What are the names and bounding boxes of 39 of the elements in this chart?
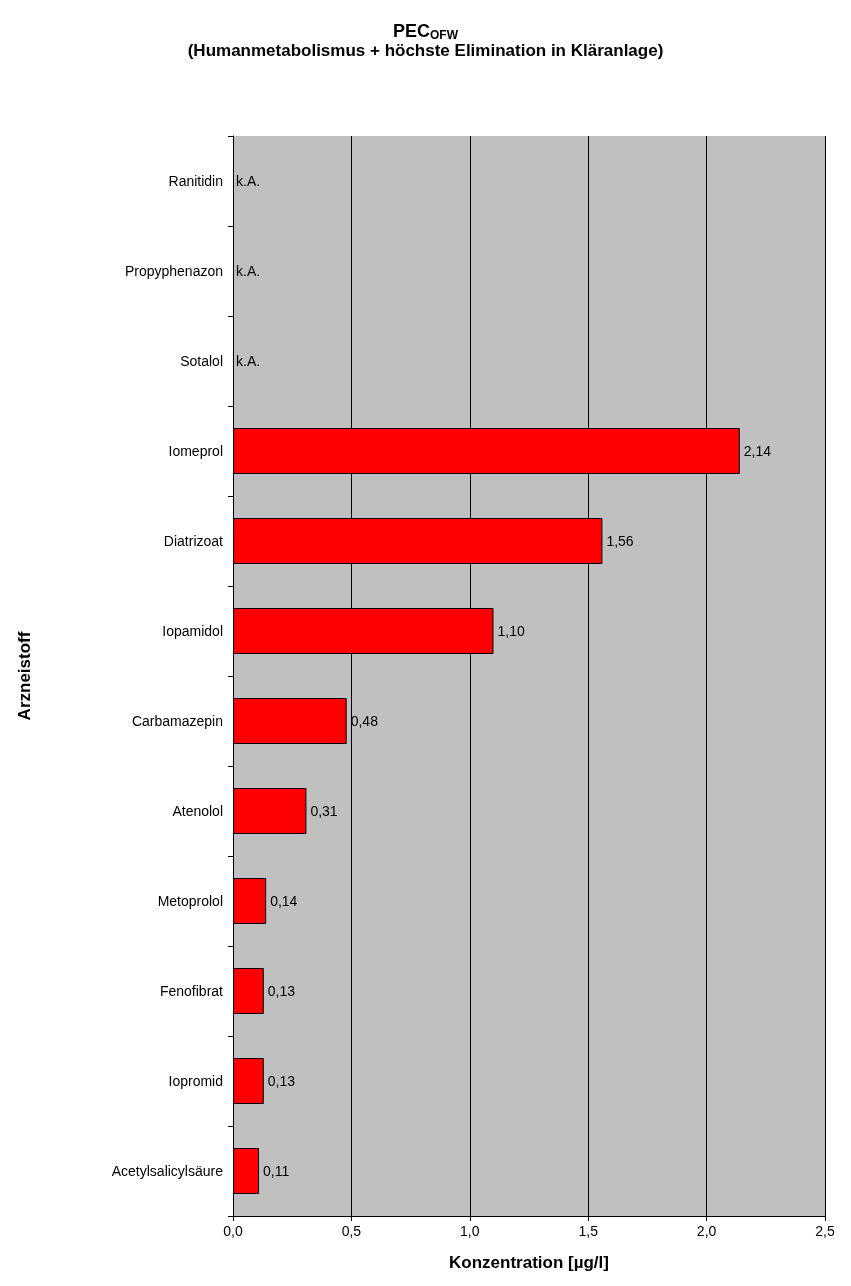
y-tick-label: Carbamazepin xyxy=(131,713,223,729)
y-tick-label: Iopamidol xyxy=(162,623,223,639)
y-tick-label: Sotalol xyxy=(180,353,223,369)
data-label: 0,11 xyxy=(263,1163,290,1179)
y-tick-label: Iopromid xyxy=(168,1073,223,1089)
y-tick-label: Iomeprol xyxy=(168,443,223,459)
data-label: 0,31 xyxy=(310,803,338,819)
bar xyxy=(233,878,267,924)
text: k.A. xyxy=(236,353,261,369)
data-label: 1,56 xyxy=(606,533,634,549)
y-tick-label: Diatrizoat xyxy=(163,533,224,549)
x-tick-label: 1,5 xyxy=(578,1223,599,1239)
data-label: 1,10 xyxy=(497,623,525,639)
x-tick-label: 1,0 xyxy=(460,1223,480,1239)
bar xyxy=(233,1148,260,1194)
y-tick-label: Atenolol xyxy=(172,803,223,819)
y-tick-label: Ranitidin xyxy=(168,173,223,189)
y-tick-label: Metoprolol xyxy=(157,893,223,909)
bar xyxy=(233,698,347,744)
x-tick-label: 0,0 xyxy=(223,1223,243,1239)
bar xyxy=(233,1058,264,1104)
x-tick-label: 2,0 xyxy=(696,1223,717,1239)
data-label: 0,14 xyxy=(270,893,298,909)
y-tick-label: Propyphenazon xyxy=(124,263,223,279)
x-axis-title: Konzentration [µg/l] xyxy=(449,1253,609,1272)
data-label: 2,14 xyxy=(743,443,772,459)
chart-subtitle: (Humanmetabolismus + höchste Elimination in Kläranlage) xyxy=(187,41,664,60)
text: k.A. xyxy=(236,263,261,279)
y-axis-title: Arzneistoff xyxy=(15,631,34,721)
data-label: 0,13 xyxy=(267,983,296,999)
bar xyxy=(233,968,264,1014)
x-tick-label: 2,5 xyxy=(815,1223,835,1239)
y-tick-label: Acetylsalicylsäure xyxy=(111,1163,224,1179)
data-label: 0,48 xyxy=(350,713,379,729)
text: k.A. xyxy=(236,173,261,189)
y-tick-label: Fenofibrat xyxy=(159,983,224,999)
x-tick-label: 0,5 xyxy=(341,1223,362,1239)
data-label: 0,13 xyxy=(267,1073,296,1089)
bar xyxy=(233,788,307,834)
